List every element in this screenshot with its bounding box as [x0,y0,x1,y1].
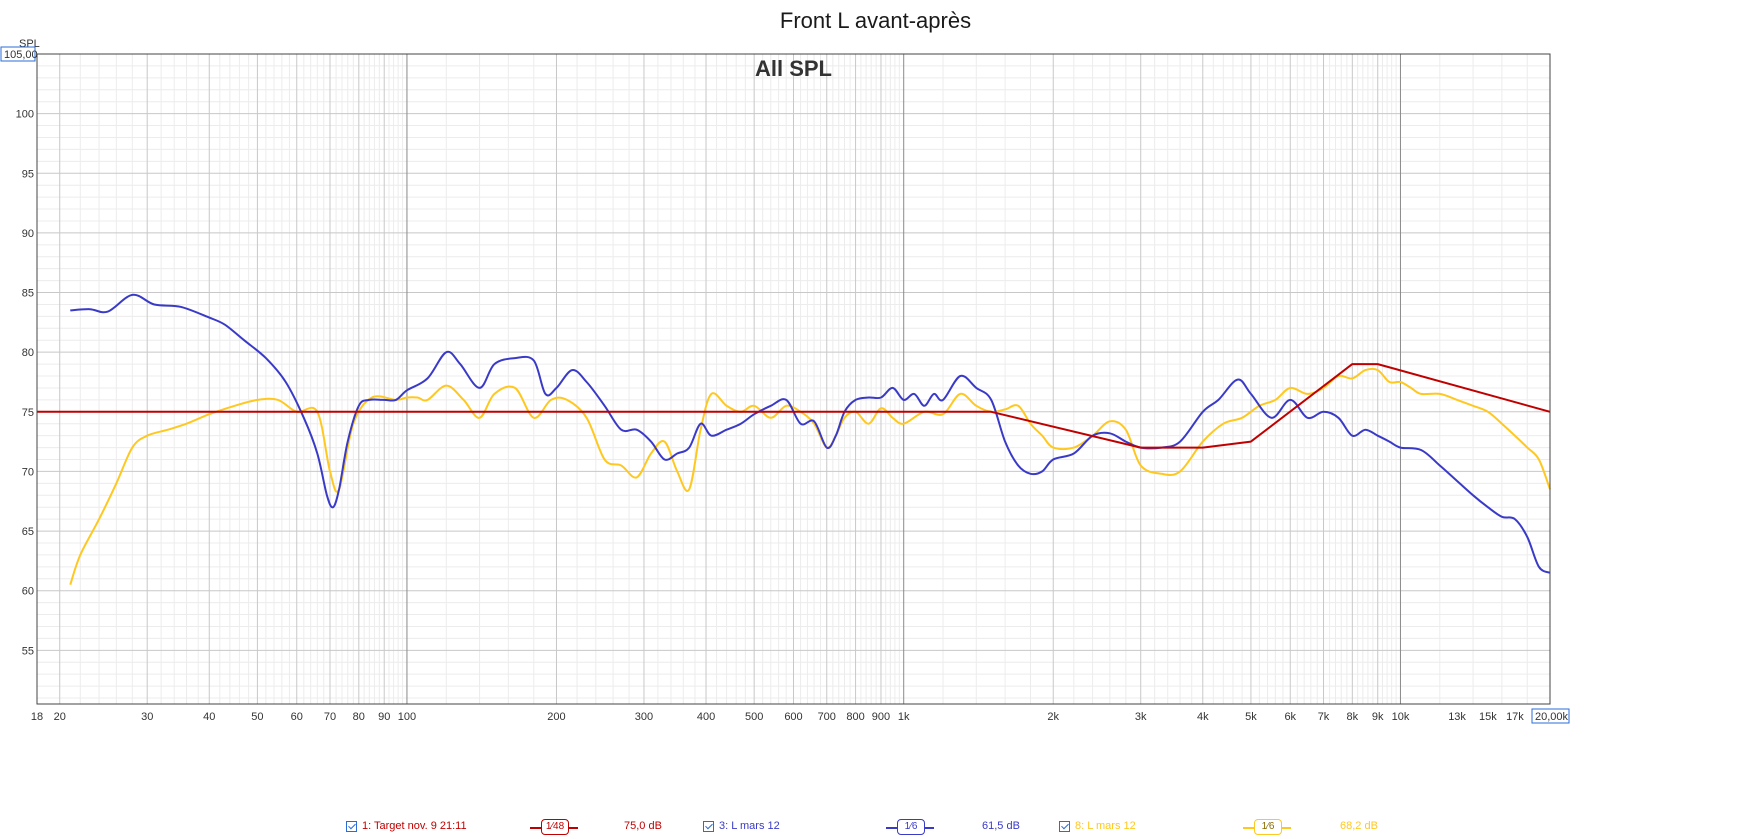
smoothing-label: 1⁄48 [541,819,569,835]
y-tick-label: 75 [22,407,34,419]
overlay-title: All SPL [755,56,832,81]
checkbox-icon[interactable] [346,820,357,832]
legend: 1: Target nov. 9 21:11 1⁄48 75,0 dB 3: L… [0,818,1751,838]
x-tick-label: 200 [547,711,565,723]
smoothing-control-l-mars-12-a[interactable]: 1⁄6 [886,819,934,835]
x-right-readout-text: 20,00k [1535,711,1569,723]
y-tick-label: 65 [22,526,34,538]
x-tick-label: 1k [898,711,910,723]
x-tick-label: 9k [1372,711,1384,723]
x-tick-label: 90 [378,711,390,723]
x-tick-label: 400 [697,711,715,723]
legend-item-l-mars-12-b[interactable]: 8: L mars 12 [1059,820,1136,832]
checkbox-icon[interactable] [703,820,714,832]
grid-major [37,53,1551,704]
legend-value-target: 75,0 dB [624,820,662,832]
series-line [69,367,1551,586]
chart-title: Front L avant-après [779,8,972,33]
x-right-readout[interactable]: 20,00k [1531,708,1570,724]
y-top-readout-text: 105,00 [4,49,38,61]
series-lines [37,293,1551,586]
x-tick-label: 300 [635,711,653,723]
legend-label: 3: L mars 12 [719,820,780,832]
plot-border [36,53,1551,705]
y-tick-label: 55 [22,645,34,657]
legend-value-l-mars-12-a: 61,5 dB [982,820,1020,832]
x-tick-label: 17k [1506,711,1524,723]
y-axis-ticks: 55 60 65 70 75 80 85 90 95 100 [16,109,34,658]
x-tick-label: 100 [398,711,416,723]
x-tick-label: 4k [1197,711,1209,723]
x-tick-label: 60 [291,711,303,723]
legend-label: 8: L mars 12 [1075,820,1136,832]
x-tick-label: 50 [251,711,263,723]
x-tick-label: 18 [31,711,43,723]
series-line [70,293,1551,574]
x-tick-label: 3k [1135,711,1147,723]
x-tick-label: 70 [324,711,336,723]
x-tick-label: 600 [784,711,802,723]
y-top-readout[interactable]: 105,00 [0,46,38,62]
x-axis-ticks: 18 20 30 40 50 60 70 80 90 100 200 300 400 500 600 700 8… [31,711,1524,723]
smoothing-label: 1⁄6 [1254,819,1282,835]
checkbox-icon[interactable] [1059,820,1070,832]
y-tick-label: 80 [22,347,34,359]
y-tick-label: 85 [22,288,34,300]
x-tick-label: 900 [872,711,890,723]
y-tick-label: 100 [16,109,34,121]
y-tick-label: 95 [22,168,34,180]
y-tick-label: 90 [22,228,34,240]
series-line [37,363,1551,449]
x-tick-label: 2k [1047,711,1059,723]
spl-chart[interactable]: 55 60 65 70 75 80 85 90 95 100 18 20 30 40 50 60 70 80 90… [0,0,1751,818]
x-tick-label: 13k [1448,711,1466,723]
smoothing-label: 1⁄6 [897,819,925,835]
y-tick-label: 70 [22,466,34,478]
y-tick-label: 60 [22,586,34,598]
x-tick-label: 5k [1245,711,1257,723]
x-tick-label: 15k [1479,711,1497,723]
legend-value-l-mars-12-b: 68,2 dB [1340,820,1378,832]
x-tick-label: 10k [1392,711,1410,723]
legend-item-target[interactable]: 1: Target nov. 9 21:11 [346,820,467,832]
x-tick-label: 40 [203,711,215,723]
legend-item-l-mars-12-a[interactable]: 3: L mars 12 [703,820,780,832]
smoothing-control-target[interactable]: 1⁄48 [530,819,578,835]
x-tick-label: 80 [353,711,365,723]
x-tick-label: 20 [54,711,66,723]
x-tick-label: 8k [1347,711,1359,723]
x-tick-label: 800 [846,711,864,723]
x-tick-label: 7k [1318,711,1330,723]
x-tick-label: 6k [1284,711,1296,723]
x-tick-label: 30 [141,711,153,723]
x-tick-label: 500 [745,711,763,723]
x-tick-label: 700 [818,711,836,723]
smoothing-control-l-mars-12-b[interactable]: 1⁄6 [1243,819,1291,835]
legend-label: 1: Target nov. 9 21:11 [362,820,467,832]
